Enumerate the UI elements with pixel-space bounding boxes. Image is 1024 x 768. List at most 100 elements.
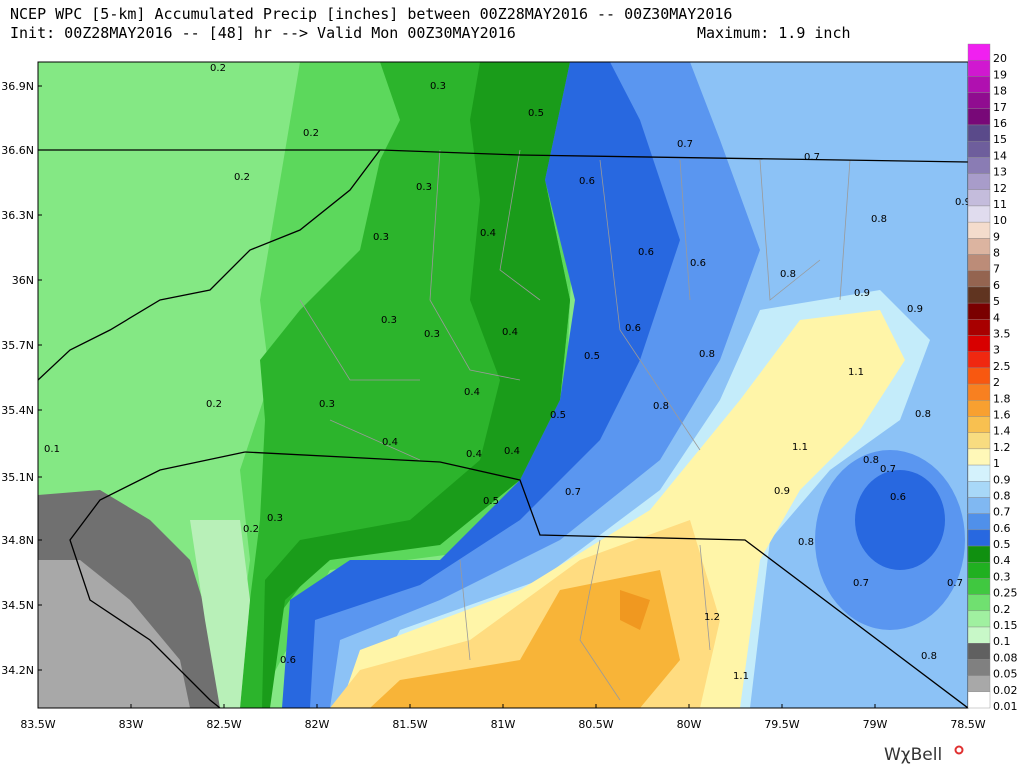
contour-label: 0.3 <box>267 513 283 524</box>
legend-swatch <box>967 59 991 77</box>
contour-label: 0.2 <box>243 524 259 535</box>
contour-label: 0.3 <box>373 232 389 243</box>
contour-label: 0.9 <box>774 486 790 497</box>
lat-label: 34.5N <box>1 599 34 612</box>
legend-swatch <box>967 659 991 676</box>
lon-label: 78.5W <box>950 718 985 731</box>
legend-swatch <box>967 691 991 709</box>
legend-label: 19 <box>993 68 1007 81</box>
contour-labels: 0.2 0.3 0.5 0.2 0.7 0.7 0.2 0.3 0.6 0.8 0.9 0.3 0.4 0… <box>44 63 971 682</box>
legend-swatch <box>967 545 991 563</box>
legend-swatch <box>967 157 991 174</box>
legend-label: 2.5 <box>993 360 1011 373</box>
contour-label: 0.5 <box>528 108 544 119</box>
legend-swatch <box>967 302 991 320</box>
legend-label: 1.2 <box>993 441 1011 454</box>
contour-label: 0.8 <box>921 651 937 662</box>
contour-label: 0.7 <box>804 152 820 163</box>
legend-label: 0.8 <box>993 489 1011 502</box>
contour-label: 0.6 <box>625 323 641 334</box>
legend-swatch <box>967 400 991 417</box>
contour-label: 0.8 <box>863 455 879 466</box>
legend-swatch <box>967 205 991 223</box>
legend-label: 0.05 <box>993 668 1018 681</box>
lon-label: 81W <box>491 718 516 731</box>
legend-swatch <box>967 286 991 304</box>
legend-swatch <box>967 448 991 466</box>
legend-label: 9 <box>993 230 1000 243</box>
legend-swatch <box>967 578 991 595</box>
legend-label: 12 <box>993 182 1007 195</box>
legend-label: 0.1 <box>993 635 1011 648</box>
county-lines <box>299 149 851 701</box>
contour-label: 0.3 <box>319 399 335 410</box>
legend-swatch <box>967 238 991 255</box>
lat-label: 36.9N <box>1 80 34 93</box>
contour-label: 0.4 <box>382 437 398 448</box>
legend-label: 11 <box>993 198 1007 211</box>
contour-label: 0.2 <box>303 128 319 139</box>
contour-label: 0.4 <box>480 228 496 239</box>
lat-label: 35.4N <box>1 404 34 417</box>
legend-label: 15 <box>993 133 1007 146</box>
legend-label: 0.3 <box>993 570 1011 583</box>
contour-label: 0.8 <box>871 214 887 225</box>
state-borders <box>38 149 968 708</box>
legend-label: 14 <box>993 149 1007 162</box>
legend-swatch <box>967 464 991 482</box>
legend-swatch <box>967 108 991 126</box>
lon-label: 80W <box>677 718 702 731</box>
legend-swatch <box>967 562 991 579</box>
legend-label: 4 <box>993 311 1000 324</box>
legend-label: 1 <box>993 457 1000 470</box>
lon-label: 83W <box>119 718 144 731</box>
legend-label: 0.9 <box>993 473 1011 486</box>
legend-label: 8 <box>993 247 1000 260</box>
precip-field <box>38 62 968 708</box>
contour-label: 0.6 <box>638 247 654 258</box>
legend-label: 0.7 <box>993 506 1011 519</box>
legend-label: 10 <box>993 214 1007 227</box>
title: NCEP WPC [5-km] Accumulated Precip [inch… <box>10 5 732 23</box>
legend-swatch <box>967 351 991 369</box>
legend-label: 7 <box>993 263 1000 276</box>
legend-label: 1.4 <box>993 425 1011 438</box>
contour-label: 0.4 <box>502 327 518 338</box>
legend-swatch <box>967 383 991 401</box>
legend-label: 17 <box>993 101 1007 114</box>
legend-swatch <box>967 626 991 644</box>
contour-label: 0.7 <box>880 464 896 475</box>
legend-swatch <box>967 270 991 288</box>
contour-label: 0.3 <box>381 315 397 326</box>
lon-label: 81.5W <box>392 718 427 731</box>
contour-label: 0.7 <box>947 578 963 589</box>
contour-label: 0.2 <box>210 63 226 74</box>
legend-swatch <box>967 497 991 514</box>
lat-label: 36.6N <box>1 144 34 157</box>
legend-label: 20 <box>993 52 1007 65</box>
legend-label: 3.5 <box>993 328 1011 341</box>
legend-label: 18 <box>993 85 1007 98</box>
contour-label: 0.6 <box>579 176 595 187</box>
legend-swatch <box>967 335 991 352</box>
legend-label: 13 <box>993 166 1007 179</box>
contour-label: 0.6 <box>690 258 706 269</box>
legend-swatch <box>967 481 991 498</box>
axis-labels: 36.9N 36.6N 36.3N 36N 35.7N 35.4N 35.1N 34.8N 34… <box>1 80 986 731</box>
legend-label: 1.8 <box>993 392 1011 405</box>
legend-swatch <box>967 416 991 433</box>
contour-label: 1.1 <box>848 367 864 378</box>
legend-label: 0.5 <box>993 538 1011 551</box>
brand-dot <box>954 745 964 755</box>
legend-swatch <box>967 92 991 109</box>
legend-swatch <box>967 513 991 531</box>
contour-label: 0.9 <box>955 197 971 208</box>
brand-logo: WχBell <box>884 745 942 765</box>
contour-label: 0.9 <box>907 304 923 315</box>
contour-label: 0.3 <box>424 329 440 340</box>
legend-swatch <box>967 432 991 450</box>
legend-swatch <box>967 221 991 239</box>
lat-label: 35.7N <box>1 339 34 352</box>
legend-label: 2 <box>993 376 1000 389</box>
